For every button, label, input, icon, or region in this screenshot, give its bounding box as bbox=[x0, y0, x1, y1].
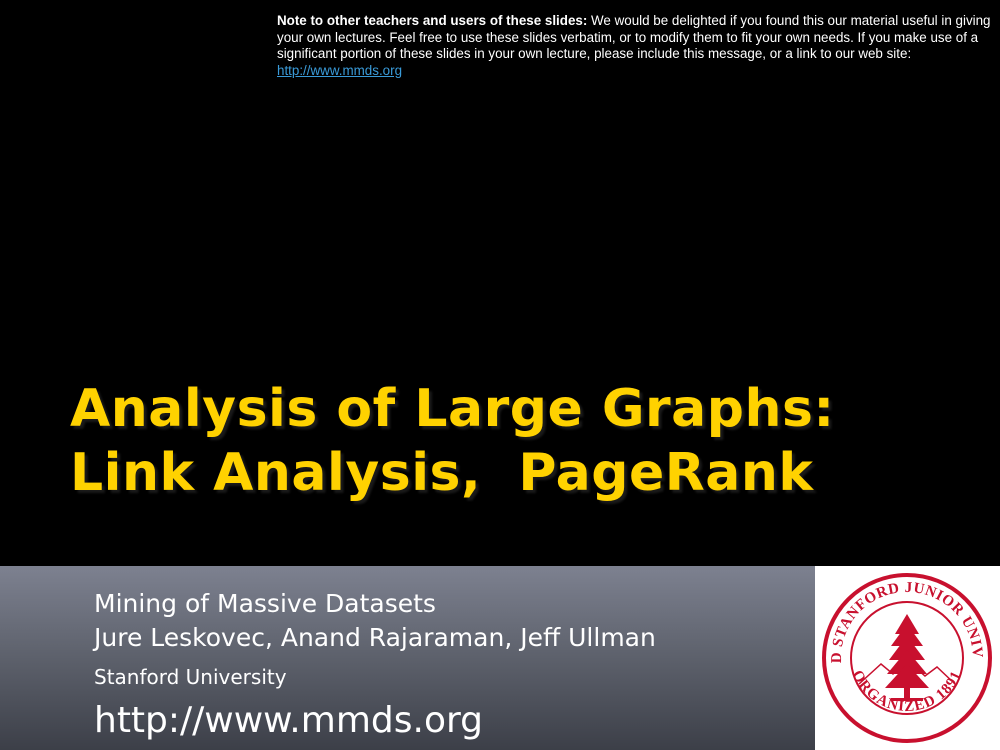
course-name: Mining of Massive Datasets bbox=[94, 589, 436, 618]
institution: Stanford University bbox=[94, 665, 287, 689]
stanford-seal-logo: LELAND STANFORD JUNIOR UNIVERSITY ORGANI… bbox=[821, 572, 992, 743]
slide-title: Analysis of Large Graphs: Link Analysis,… bbox=[70, 377, 990, 505]
note-body: We would be delighted if you found this … bbox=[277, 13, 991, 61]
tree-icon bbox=[885, 614, 929, 701]
mmds-link[interactable]: http://www.mmds.org bbox=[277, 62, 403, 78]
note-bold-lead: Note to other teachers and users of thes… bbox=[277, 13, 588, 28]
authors: Jure Leskovec, Anand Rajaraman, Jeff Ull… bbox=[94, 623, 656, 652]
title-line-1: Analysis of Large Graphs: bbox=[70, 379, 835, 439]
title-line-2: Link Analysis, PageRank bbox=[70, 443, 814, 503]
subtitle-panel bbox=[0, 566, 815, 750]
course-url: http://www.mmds.org bbox=[94, 700, 483, 741]
teacher-note: Note to other teachers and users of thes… bbox=[277, 13, 992, 79]
seal-container: LELAND STANFORD JUNIOR UNIVERSITY ORGANI… bbox=[815, 566, 1000, 750]
